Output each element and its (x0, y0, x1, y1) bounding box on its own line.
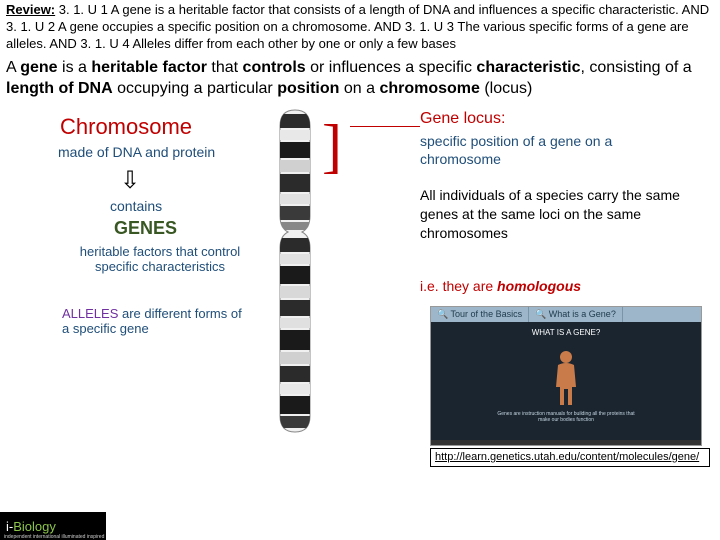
alleles-text: ALLELES are different forms of a specifi… (62, 306, 252, 336)
gene-locus-def: specific position of a gene on a chromos… (420, 132, 670, 168)
link-box: http://learn.genetics.utah.edu/content/m… (430, 448, 710, 467)
def-chromo: chromosome (379, 80, 479, 97)
def-char: characteristic (476, 59, 580, 76)
badge-name: Biology (13, 519, 56, 534)
species-note: All individuals of a species carry the s… (420, 186, 690, 243)
def-controls: controls (243, 59, 306, 76)
video-tab-1[interactable]: 🔍 Tour of the Basics (431, 307, 529, 322)
ibiology-badge: i-Biology independent international illu… (0, 512, 106, 540)
dna-protein-text: made of DNA and protein (58, 144, 215, 160)
genetics-link[interactable]: http://learn.genetics.utah.edu/content/m… (435, 451, 699, 463)
def-pre: A (6, 59, 20, 76)
video-title: WHAT IS A GENE? (532, 328, 601, 337)
def-length: length of DNA (6, 80, 113, 97)
person-icon (546, 347, 586, 407)
main-definition: A gene is a heritable factor that contro… (0, 55, 720, 106)
def-position: position (277, 80, 339, 97)
video-caption: Genes are instruction manuals for buildi… (496, 411, 636, 423)
diagram-area: Chromosome made of DNA and protein ⇩ con… (0, 106, 720, 486)
review-header: Review: 3. 1. U 1 A gene is a heritable … (0, 0, 720, 55)
def-heritable: heritable factor (91, 59, 207, 76)
def-m4: , consisting of a (580, 59, 691, 76)
heritable-text: heritable factors that control specific … (70, 244, 250, 274)
def-m5: occupying a particular (113, 80, 278, 97)
alleles-word: ALLELES (62, 306, 118, 321)
chromosome-label: Chromosome (60, 114, 192, 140)
chromosome-diagram (260, 106, 330, 436)
homolog-word: homologous (497, 278, 581, 294)
def-m1: is a (58, 59, 92, 76)
def-end: (locus) (480, 80, 532, 97)
gene-locus-title: Gene locus: (420, 110, 505, 128)
arrow-down-icon: ⇩ (120, 166, 140, 195)
genes-label: GENES (114, 218, 177, 239)
def-m6: on a (339, 80, 379, 97)
def-m3: or influences a specific (306, 59, 477, 76)
homolog-pre: i.e. they are (420, 278, 497, 294)
review-text: 3. 1. U 1 A gene is a heritable factor t… (6, 2, 709, 51)
review-label: Review: (6, 2, 55, 17)
locus-pointer-line (350, 126, 420, 128)
badge-prefix: i- (6, 519, 13, 534)
def-m2: that (207, 59, 243, 76)
video-tab-2[interactable]: 🔍 What is a Gene? (529, 307, 623, 322)
homologous-text: i.e. they are homologous (420, 278, 581, 294)
def-gene: gene (20, 59, 57, 76)
video-tabs: 🔍 Tour of the Basics 🔍 What is a Gene? (431, 307, 701, 322)
badge-subtitle: independent international illuminated in… (4, 534, 104, 540)
contains-text: contains (110, 198, 162, 214)
video-embed[interactable]: 🔍 Tour of the Basics 🔍 What is a Gene? W… (430, 306, 702, 446)
bracket-icon: ] (322, 112, 342, 181)
video-content[interactable]: WHAT IS A GENE? Genes are instruction ma… (431, 322, 701, 440)
